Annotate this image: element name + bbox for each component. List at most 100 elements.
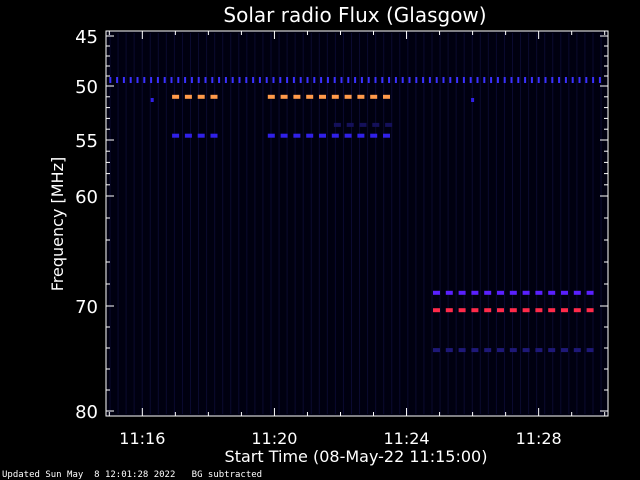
band-segment: [509, 348, 517, 353]
band-segment: [333, 77, 336, 83]
band-segment: [408, 77, 411, 83]
band-segment: [573, 308, 581, 313]
x-axis-label: Start Time (08-May-22 11:15:00): [225, 447, 488, 466]
band-segment: [564, 77, 567, 83]
band-segment: [483, 77, 486, 83]
band-segment: [370, 133, 378, 138]
band-segment: [306, 77, 309, 83]
band-segment: [163, 77, 166, 83]
band-segment: [435, 77, 438, 83]
band-segment: [484, 308, 492, 313]
band-segment: [535, 348, 543, 353]
emission-spot: [471, 98, 475, 102]
band-segment: [172, 94, 180, 99]
band-segment: [449, 77, 452, 83]
band-segment: [548, 290, 556, 295]
band-segment: [346, 122, 354, 127]
band-segment: [357, 133, 365, 138]
y-axis-label: Frequency [MHz]: [48, 157, 67, 291]
band-segment: [422, 77, 425, 83]
emission-spot: [150, 98, 154, 102]
x-tick-label: 11:28: [516, 429, 562, 448]
band-segment: [530, 77, 533, 83]
band-segment: [445, 348, 453, 353]
band-segment: [586, 308, 594, 313]
band-segment: [509, 290, 517, 295]
x-tick-label: 11:16: [119, 429, 165, 448]
band-segment: [471, 308, 479, 313]
band-segment: [522, 290, 530, 295]
band-segment: [433, 308, 440, 313]
band-segment: [306, 94, 314, 99]
band-segment: [561, 308, 568, 313]
band-segment: [428, 77, 431, 83]
band-segment: [445, 290, 453, 295]
band-segment: [326, 77, 329, 83]
band-segment: [522, 348, 530, 353]
y-tick-label: 50: [75, 77, 98, 98]
band-segment: [313, 77, 316, 83]
band-segment: [383, 133, 390, 138]
band-segment: [433, 348, 440, 353]
band-segment: [197, 94, 205, 99]
band-segment: [433, 290, 440, 295]
x-axis: 11:16 11:20 11:24 11:28: [108, 31, 606, 448]
band-segment: [231, 77, 234, 83]
band-segment: [344, 133, 352, 138]
band-segment: [456, 77, 459, 83]
band-segment: [462, 77, 465, 83]
band-segment: [280, 133, 288, 138]
band-segment: [258, 77, 261, 83]
band-segment: [522, 308, 530, 313]
band-segment: [172, 133, 180, 138]
band-segment: [184, 133, 192, 138]
band-segment: [585, 77, 588, 83]
band-segment: [210, 94, 218, 99]
band-segment: [129, 77, 132, 83]
band-segment: [306, 133, 314, 138]
band-segment: [197, 77, 200, 83]
band-segment: [558, 77, 561, 83]
band-segment: [170, 77, 173, 83]
band-segment: [551, 77, 554, 83]
band-segment: [292, 77, 295, 83]
band-segment: [503, 77, 506, 83]
band-segment: [344, 94, 352, 99]
band-segment: [598, 77, 601, 83]
band-segment: [136, 77, 139, 83]
band-segment: [573, 348, 581, 353]
band-segment: [190, 77, 193, 83]
band-segment: [517, 77, 520, 83]
y-tick-label: 60: [75, 187, 98, 208]
band-segment: [184, 94, 192, 99]
band-segment: [299, 77, 302, 83]
band-segment: [592, 77, 595, 83]
band-segment: [265, 77, 268, 83]
band-segment: [458, 308, 466, 313]
band-segment: [586, 348, 594, 353]
band-segment: [394, 77, 397, 83]
band-segment: [535, 290, 543, 295]
band-segment: [204, 77, 207, 83]
band-segment: [497, 348, 504, 353]
band-segment: [245, 77, 248, 83]
band-segment: [471, 290, 479, 295]
y-tick-label: 45: [75, 27, 98, 48]
band-segment: [267, 133, 275, 138]
band-segment: [510, 77, 513, 83]
band-segment: [210, 133, 218, 138]
band-segment: [177, 77, 180, 83]
band-segment: [333, 122, 341, 127]
band-segment: [331, 133, 339, 138]
band-segment: [357, 94, 365, 99]
band-segment: [544, 77, 547, 83]
band-segment: [143, 77, 146, 83]
band-segment: [367, 77, 370, 83]
band-segment: [293, 94, 301, 99]
x-tick-label: 11:20: [251, 429, 297, 448]
band-segment: [469, 77, 472, 83]
band-segment: [293, 133, 301, 138]
band-segment: [484, 348, 492, 353]
emission-spots: [150, 98, 475, 102]
band-segment: [442, 77, 445, 83]
